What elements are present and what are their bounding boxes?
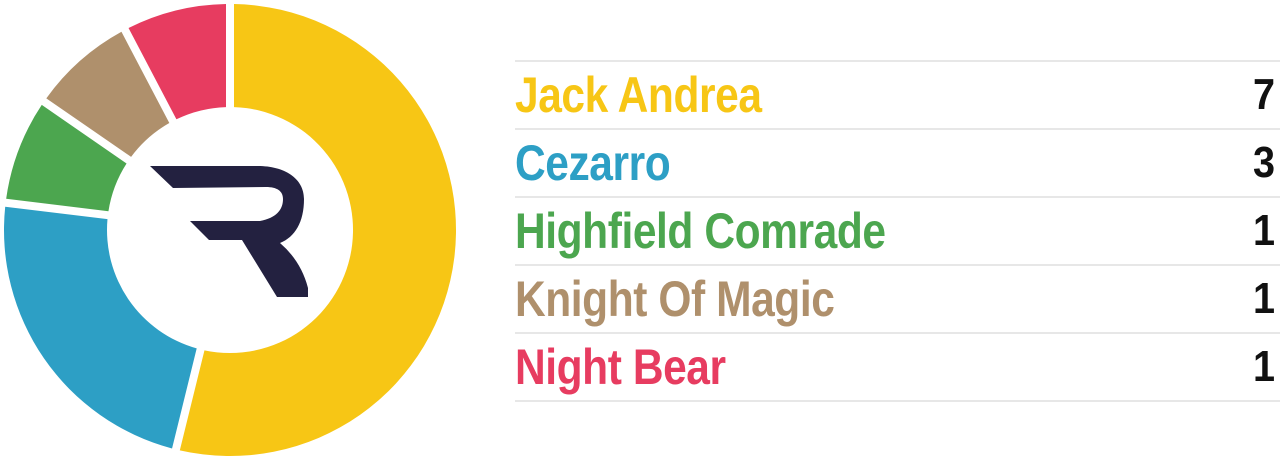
donut-segment-jack-andrea[interactable]	[179, 4, 457, 457]
legend-value: 1	[1252, 206, 1275, 255]
legend-row: Jack Andrea 7	[515, 62, 1280, 130]
legend-row: Night Bear 1	[515, 334, 1280, 402]
legend-value: 3	[1252, 138, 1275, 187]
donut-segment-night-bear[interactable]	[128, 4, 226, 120]
donut-segment-highfield-comrade[interactable]	[6, 104, 127, 212]
legend-label: Night Bear	[515, 339, 726, 395]
legend-value: 1	[1252, 342, 1275, 391]
legend-list: Jack Andrea 7 Cezarro 3 Highfield Comrade 1 Kn…	[515, 60, 1280, 402]
r-logo-icon	[150, 166, 308, 297]
legend-row: Highfield Comrade 1	[515, 198, 1280, 266]
donut-segment-cezarro[interactable]	[3, 206, 197, 449]
legend-label: Highfield Comrade	[515, 203, 886, 259]
legend-label: Cezarro	[515, 135, 671, 191]
legend-row: Cezarro 3	[515, 130, 1280, 198]
legend-row: Knight Of Magic 1	[515, 266, 1280, 334]
donut-chart	[0, 0, 460, 460]
legend-value: 7	[1252, 70, 1275, 119]
donut-segment-knight-of-magic[interactable]	[46, 31, 170, 157]
legend-value: 1	[1252, 274, 1275, 323]
donut-segments	[3, 4, 457, 457]
legend-label: Jack Andrea	[515, 67, 762, 123]
legend-label: Knight Of Magic	[515, 271, 835, 327]
